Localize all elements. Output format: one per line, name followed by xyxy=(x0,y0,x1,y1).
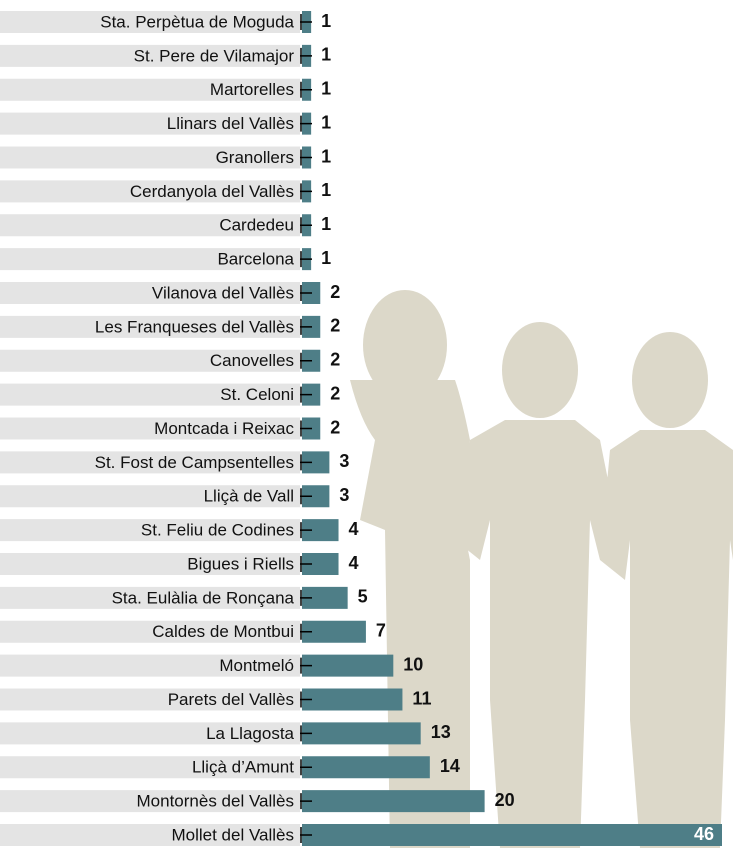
bar xyxy=(302,689,402,711)
value-label: 11 xyxy=(412,688,431,708)
page: {"chart_data": {"type": "bar", "orientat… xyxy=(0,0,733,848)
category-label: Les Franqueses del Vallès xyxy=(95,317,294,336)
category-label: Vilanova del Vallès xyxy=(152,283,294,302)
category-label: Cardedeu xyxy=(219,216,294,235)
bar xyxy=(302,756,430,778)
category-label: Cerdanyola del Vallès xyxy=(130,182,294,201)
value-label: 3 xyxy=(339,485,349,505)
category-label: Lliçà d’Amunt xyxy=(192,758,294,777)
category-label: Lliçà de Vall xyxy=(204,487,294,506)
category-label: Sta. Eulàlia de Ronçana xyxy=(112,588,295,607)
value-label: 2 xyxy=(330,282,340,302)
category-label: Canovelles xyxy=(210,351,294,370)
category-label: Montmeló xyxy=(219,656,294,675)
value-label: 3 xyxy=(339,451,349,471)
value-label: 2 xyxy=(330,316,340,336)
bar xyxy=(302,790,485,812)
category-label: St. Celoni xyxy=(220,385,294,404)
value-label: 1 xyxy=(321,79,331,99)
value-label: 13 xyxy=(431,722,451,742)
category-label: Mollet del Vallès xyxy=(171,825,294,844)
category-label: Granollers xyxy=(216,148,294,167)
value-label: 2 xyxy=(330,350,340,370)
value-label: 1 xyxy=(321,248,331,268)
value-label: 14 xyxy=(440,756,460,776)
category-label: Llinars del Vallès xyxy=(167,114,294,133)
category-label: Bigues i Riells xyxy=(187,554,294,573)
category-label: Parets del Vallès xyxy=(168,690,294,709)
value-label: 2 xyxy=(330,417,340,437)
category-label: Barcelona xyxy=(217,250,294,269)
category-label: St. Pere de Vilamajor xyxy=(134,46,295,65)
value-label: 1 xyxy=(321,45,331,65)
value-label: 20 xyxy=(495,790,515,810)
category-label: St. Fost de Campsentelles xyxy=(95,453,294,472)
value-label: 1 xyxy=(321,214,331,234)
value-label: 1 xyxy=(321,11,331,31)
category-label: Martorelles xyxy=(210,80,294,99)
category-label: St. Feliu de Codines xyxy=(141,521,294,540)
chart: Sta. Perpètua de Moguda 1 St. Pere de Vila… xyxy=(0,0,733,848)
category-label: Montornès del Vallès xyxy=(137,792,295,811)
bar xyxy=(302,655,393,677)
category-label: La Llagosta xyxy=(206,724,294,743)
category-label: Montcada i Reixac xyxy=(154,419,294,438)
category-label: Sta. Perpètua de Moguda xyxy=(100,12,294,31)
value-label: 46 xyxy=(694,824,714,844)
value-label: 1 xyxy=(321,146,331,166)
value-label: 10 xyxy=(403,654,423,674)
bar xyxy=(302,722,421,744)
value-label: 5 xyxy=(358,587,368,607)
value-label: 7 xyxy=(376,621,386,641)
value-label: 2 xyxy=(330,383,340,403)
value-label: 4 xyxy=(349,553,359,573)
bar xyxy=(302,824,722,846)
value-label: 1 xyxy=(321,112,331,132)
value-label: 1 xyxy=(321,180,331,200)
category-label: Caldes de Montbui xyxy=(152,622,294,641)
value-label: 4 xyxy=(349,519,359,539)
